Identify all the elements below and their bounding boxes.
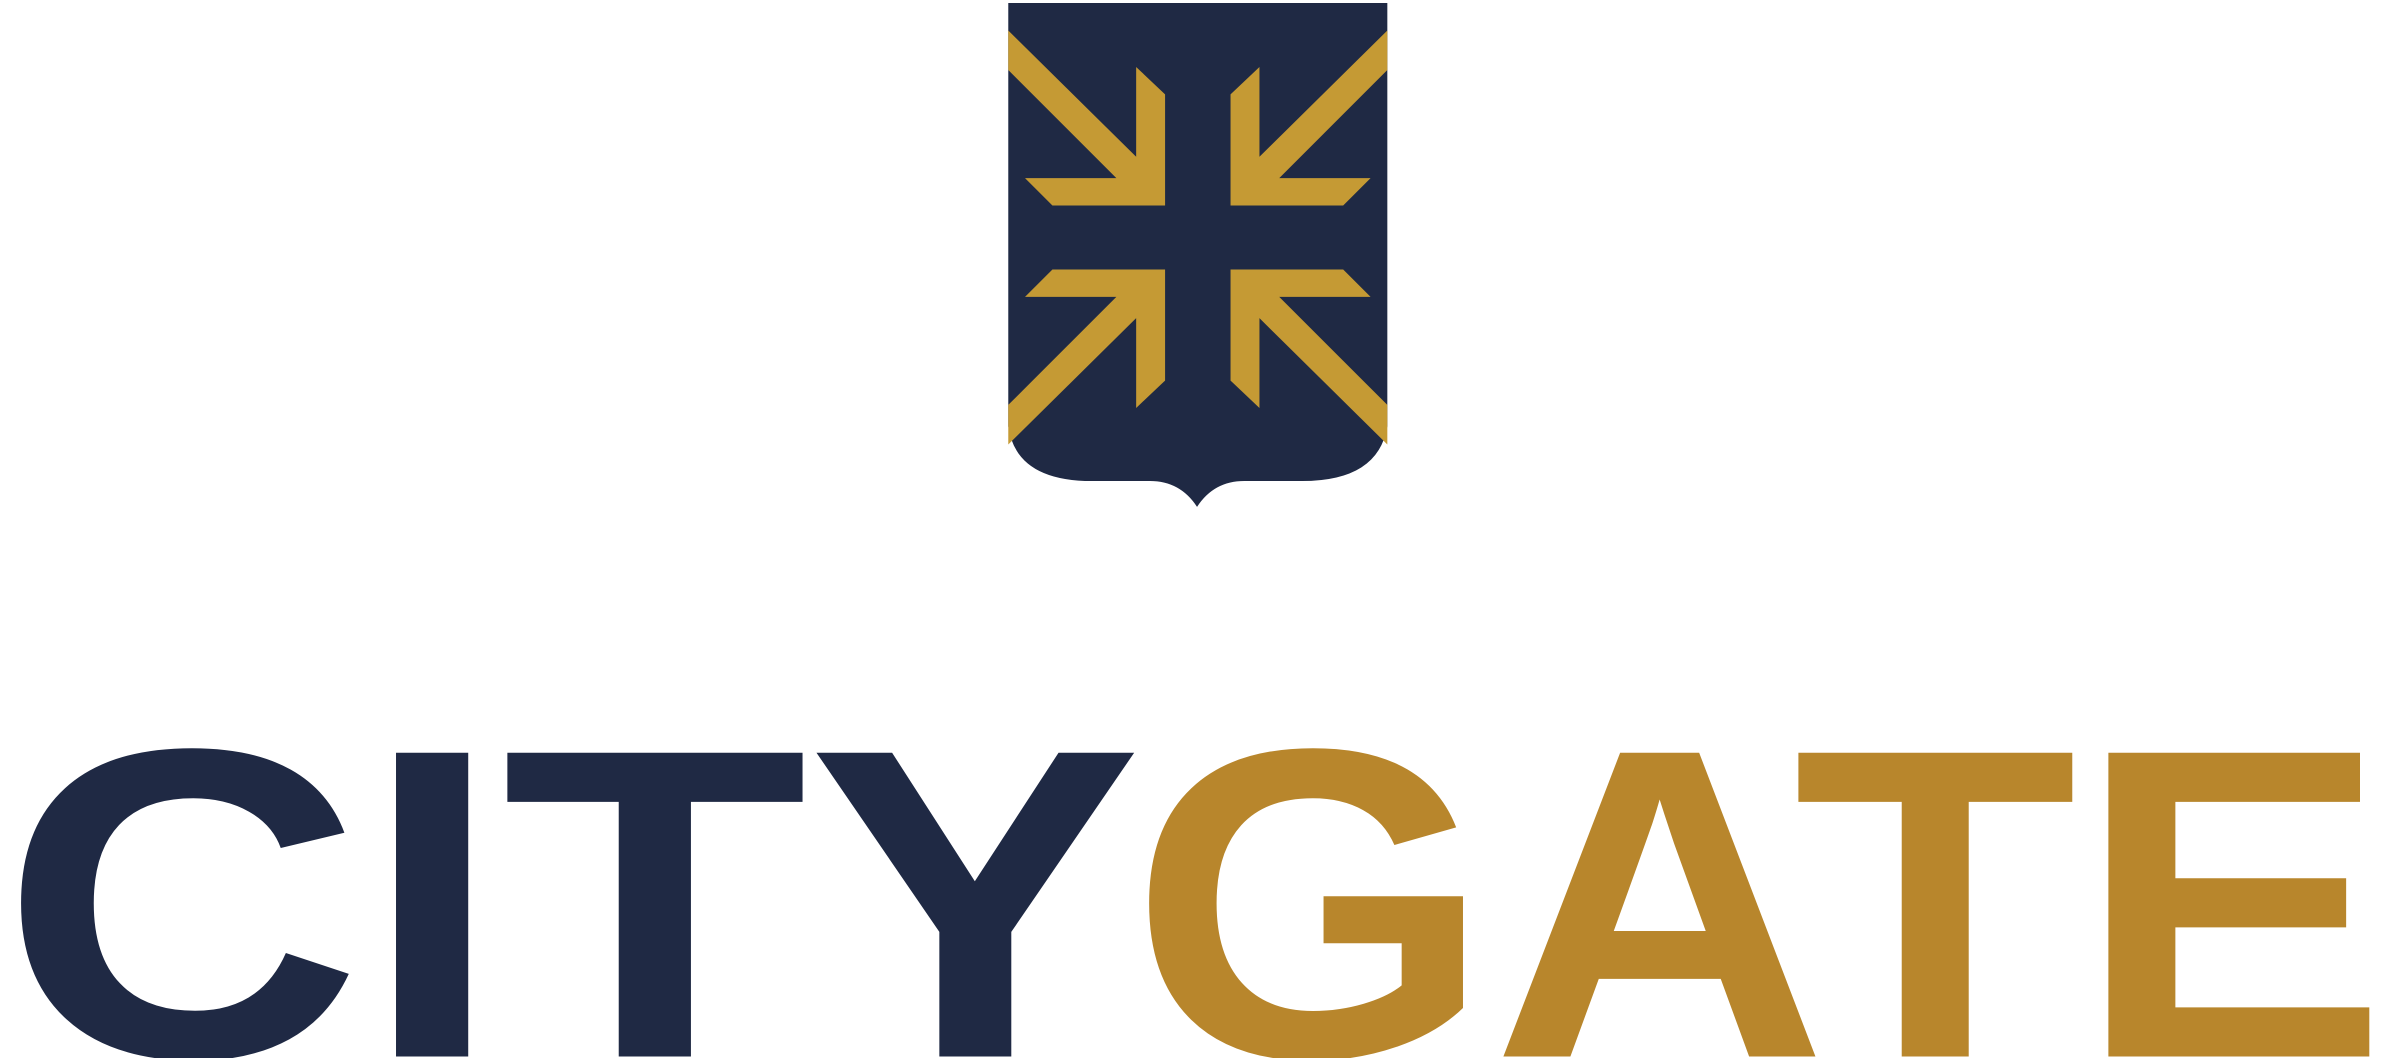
shield-cross (1008, 30, 1388, 445)
cross-arm (1230, 269, 1388, 445)
shield (1008, 3, 1388, 507)
shield-body (1008, 3, 1388, 507)
cross-arm (1008, 30, 1166, 206)
cross-arm (1008, 269, 1166, 445)
brand-word-right: GATE (1130, 656, 2387, 1058)
cross-arm (1230, 30, 1388, 206)
brand-word-left: CITY (1, 656, 1143, 1058)
